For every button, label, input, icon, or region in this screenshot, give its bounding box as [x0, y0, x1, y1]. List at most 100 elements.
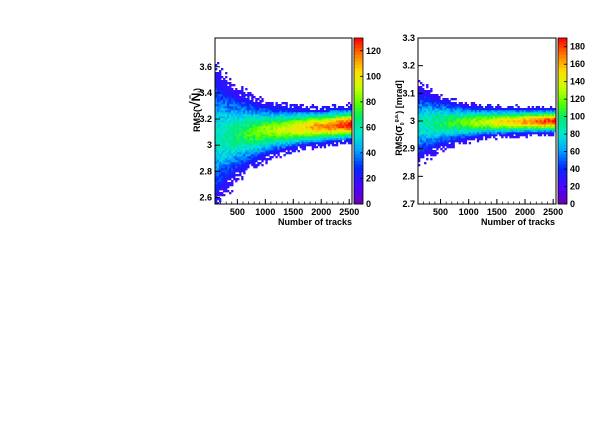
heatmap-cell [478, 122, 482, 125]
heatmap-cell [243, 108, 246, 111]
colorbar-segment [558, 87, 567, 92]
heatmap-cell [311, 106, 315, 109]
heatmap-cell [428, 104, 431, 107]
heatmap-cell [521, 110, 524, 113]
heatmap-cell [261, 116, 264, 119]
heatmap-cell [239, 144, 242, 147]
colorbar-tick-label: 100 [366, 71, 381, 81]
heatmap-cell [283, 140, 286, 143]
colorbar-segment [354, 97, 363, 102]
heatmap-cell [341, 120, 345, 123]
heatmap-cell [523, 128, 526, 131]
heatmap-cell [428, 98, 431, 101]
heatmap-cell [215, 120, 218, 123]
heatmap-cell [499, 124, 502, 127]
heatmap-cell [217, 102, 220, 105]
heatmap-cell [215, 162, 218, 165]
heatmap-cell [273, 132, 276, 135]
heatmap-cell [529, 110, 532, 113]
heatmap-cell [341, 108, 345, 111]
heatmap-cell [319, 140, 323, 143]
heatmap-cell [531, 118, 534, 121]
heatmap-cell [422, 156, 425, 159]
heatmap-cell [251, 148, 254, 151]
heatmap-cell [291, 138, 294, 141]
y-ticks-1: 2.62.833.23.43.6 [199, 62, 220, 202]
heatmap-cell [287, 110, 290, 113]
heatmap-cell [448, 106, 451, 109]
heatmap-cell [261, 108, 264, 111]
heatmap-cell [503, 116, 506, 119]
heatmap-cell [460, 134, 463, 137]
heatmap-cell [551, 108, 555, 111]
heatmap-cell [430, 134, 433, 137]
heatmap-cell [466, 110, 470, 113]
heatmap-cell [293, 118, 296, 121]
heatmap-cell [287, 142, 290, 145]
heatmap-cell [277, 140, 280, 143]
heatmap-cell [468, 108, 472, 111]
heatmap-cell [476, 140, 480, 143]
heatmap-cell [553, 128, 557, 131]
heatmap-cell [551, 124, 555, 127]
heatmap-cell [261, 144, 264, 147]
heatmap-cell [420, 102, 423, 105]
heatmap-cell [259, 154, 262, 157]
x-tick-label: 500 [433, 207, 448, 217]
heatmap-cell [515, 124, 518, 127]
heatmap-cell [466, 118, 470, 121]
heatmap-cell [349, 138, 353, 141]
heatmap-cell [440, 118, 443, 121]
heatmap-cell [517, 124, 520, 127]
heatmap-cell [470, 132, 474, 135]
heatmap-cell [293, 148, 296, 151]
heatmap-cell [271, 108, 274, 111]
heatmap-cell [265, 116, 268, 119]
heatmap-cell [436, 152, 439, 155]
heatmap-cell [456, 134, 459, 137]
heatmap-cell [444, 102, 447, 105]
heatmap-cell [225, 164, 228, 167]
heatmap-cell [239, 114, 242, 117]
heatmap-cell [235, 112, 238, 115]
heatmap-cell [223, 122, 226, 125]
heatmap-cell [422, 136, 425, 139]
heatmap-cell [327, 140, 331, 143]
heatmap-cell [273, 106, 276, 109]
heatmap-cell [499, 122, 502, 125]
heatmap-cell [418, 154, 421, 157]
heatmap-cell [489, 120, 492, 123]
heatmap-cell [456, 106, 459, 109]
heatmap-cell [541, 120, 545, 123]
heatmap-cell [436, 104, 439, 107]
heatmap-cell [551, 114, 555, 117]
heatmap-cell [315, 110, 319, 113]
heatmap-cells-2 [418, 80, 557, 167]
heatmap-cell [448, 136, 451, 139]
heatmap-cell [229, 154, 232, 157]
heatmap-cell [343, 140, 347, 143]
heatmap-cell [221, 192, 224, 195]
heatmap-cell [448, 118, 451, 121]
heatmap-cell [219, 130, 222, 133]
heatmap-cell [273, 128, 276, 131]
heatmap-cell [247, 142, 250, 145]
heatmap-cell [327, 108, 331, 111]
heatmap-cell [237, 118, 240, 121]
heatmap-cell [335, 140, 339, 143]
colorbar-tick-label: 20 [366, 173, 376, 183]
heatmap-cell [509, 108, 512, 111]
heatmap-cell [259, 146, 262, 149]
heatmap-cell [225, 156, 228, 159]
heatmap-cell [339, 138, 343, 141]
heatmap-cell [533, 108, 537, 111]
heatmap-cell [221, 94, 224, 97]
heatmap-cell [436, 126, 439, 129]
heatmap-cell [241, 162, 244, 165]
heatmap-cell [515, 122, 518, 125]
heatmap-cell [281, 110, 284, 113]
heatmap-cell [219, 142, 222, 145]
heatmap-cell [301, 148, 304, 151]
heatmap-cell [223, 194, 226, 197]
heatmap-cell [491, 126, 494, 129]
